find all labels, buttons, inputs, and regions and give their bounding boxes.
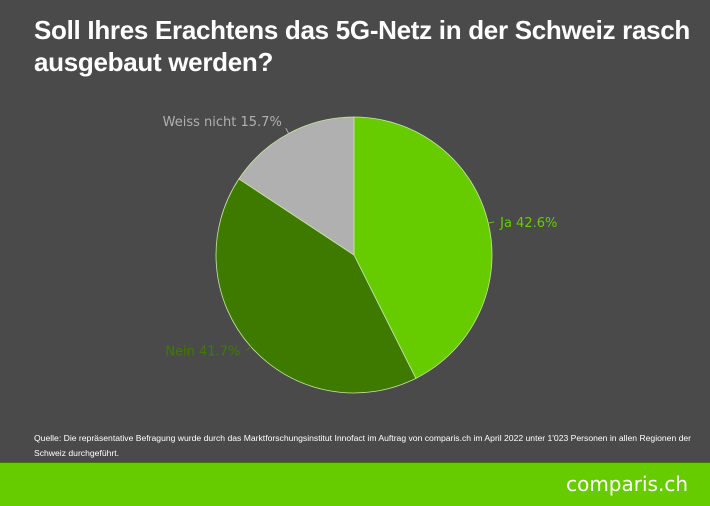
chart-title: Soll Ihres Erachtens das 5G-Netz in der …	[34, 15, 691, 77]
slice-label: Ja 42.6%	[499, 216, 557, 231]
leader-line	[285, 127, 290, 134]
leader-line	[245, 346, 252, 351]
pie-slice-nein	[215, 178, 417, 394]
slice-label: Weiss nicht 15.7%	[163, 115, 282, 130]
pie-slice-ja	[353, 116, 493, 379]
slice-label: Nein 41.7%	[165, 345, 240, 360]
source-note: Quelle: Die repräsentative Befragung wur…	[34, 433, 692, 458]
comparis-logo: comparis.ch	[566, 472, 688, 496]
footer-bar: comparis.ch	[0, 462, 710, 506]
leader-line	[488, 221, 495, 224]
